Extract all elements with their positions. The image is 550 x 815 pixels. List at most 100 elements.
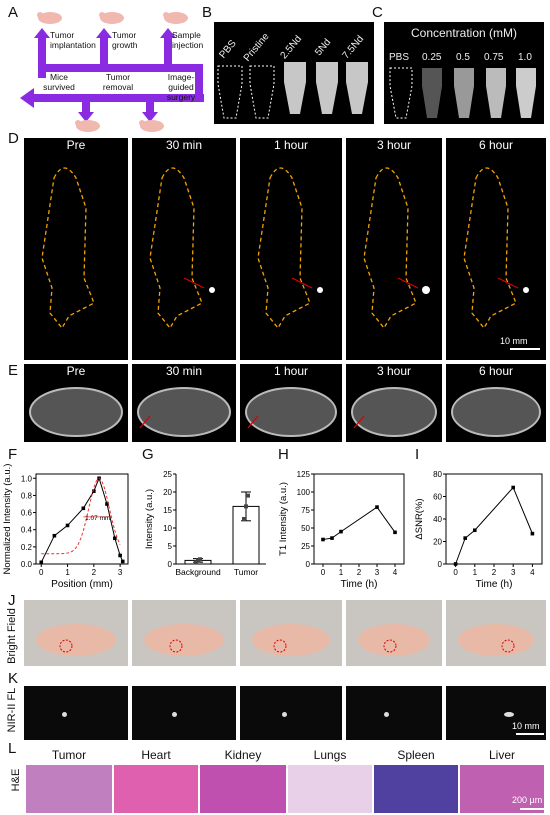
step-sample-injection: Sample injection	[172, 30, 204, 50]
y-axis-label: Normalized Intensity (a.u.)	[2, 464, 13, 575]
data-point	[463, 536, 467, 540]
body-section	[351, 387, 437, 437]
time-label: 6 hour	[478, 364, 514, 378]
y-tick-label: 0.4	[21, 526, 33, 535]
body-section	[137, 387, 231, 437]
organ-label: Kidney	[224, 748, 262, 762]
conc-label: 0.5	[456, 52, 470, 63]
data-point	[198, 557, 202, 562]
step-mice-survived: Mice survived	[43, 72, 75, 92]
scale-bar-d	[510, 348, 540, 350]
panel-label-f: F	[8, 446, 18, 463]
x-tick-label: 3	[375, 568, 380, 577]
panel-label-b: B	[202, 4, 213, 21]
body-section	[451, 387, 541, 437]
x-tick-label: 1	[473, 568, 478, 577]
panel-label-h: H	[278, 446, 289, 463]
x-tick-label: 2	[357, 568, 362, 577]
time-label: 6 hour	[478, 138, 514, 152]
category-label: Tumor	[234, 567, 258, 577]
arrow-icon	[497, 277, 519, 289]
mouse-body	[458, 624, 534, 656]
chart-h: 0 25 50 75 100 125 0 1 2 3 4 Time (h) T1 Intensity (…	[278, 470, 405, 590]
signal-spot	[282, 712, 287, 717]
y-tick-label: 10	[163, 524, 172, 533]
plot-frame	[35, 473, 129, 565]
nir-image-5: 6 hour	[446, 138, 546, 360]
y-tick-label: 40	[433, 515, 442, 524]
y-tick-label: 125	[297, 470, 311, 479]
organ-label: Heart	[141, 748, 171, 762]
y-tick-label: 0.2	[21, 543, 33, 552]
data-point	[511, 485, 515, 490]
he-tile	[374, 765, 458, 813]
nir-fl-image-5	[446, 686, 546, 740]
mouse-body	[36, 624, 116, 656]
bright-field-image-4	[346, 600, 442, 666]
concentration-title: Concentration (mM)	[410, 26, 518, 40]
data-point	[52, 533, 57, 538]
time-label: 1 hour	[273, 364, 309, 378]
data-point	[92, 489, 96, 493]
step-tumor-growth: Tumor growth	[112, 30, 138, 50]
y-tick-label: 75	[301, 506, 310, 515]
series-line	[40, 476, 124, 563]
he-tile	[288, 765, 372, 813]
panel-label-e: E	[8, 362, 19, 379]
he-tile	[26, 765, 112, 813]
arrow-icon	[353, 415, 365, 429]
time-label: 30 min	[165, 138, 203, 152]
y-axis-label: T1 Intensity (a.u.)	[278, 482, 289, 556]
signal-spot	[209, 287, 215, 293]
nir-image-2: 30 min	[132, 138, 236, 360]
data-point	[473, 528, 477, 533]
fit-curve	[41, 477, 121, 555]
x-axis-label: Time (h)	[476, 579, 513, 590]
series-line	[322, 506, 396, 541]
x-tick-label: 4	[393, 568, 398, 577]
data-point	[330, 536, 334, 540]
tumor-circle	[383, 639, 397, 653]
x-tick-label: 2	[492, 568, 497, 577]
x-tick-label: 0	[39, 568, 44, 577]
data-point	[105, 502, 109, 506]
x-axis-label: Position (mm)	[51, 579, 113, 590]
chart-g: 0 5 10 15 20 25 Intensity (a.u.) Background Tumo…	[144, 470, 266, 577]
conc-label: 0.25	[422, 52, 442, 63]
signal-spot	[172, 712, 177, 717]
mri-image-3: 1 hour	[240, 364, 342, 442]
time-label: 30 min	[165, 364, 203, 378]
organ-label: Liver	[488, 748, 515, 762]
fwhm-label: 1.07 mm	[85, 515, 110, 522]
signal-spot	[504, 712, 514, 717]
row-label-bright-field: Bright Field	[6, 608, 18, 664]
y-axis-label: Intensity (a.u.)	[144, 489, 155, 549]
panel-b-image: PBS Pristine 2.5Nd 5Nd 7.5Nd	[214, 22, 374, 124]
mouse-icon	[37, 12, 62, 24]
x-tick-label: 0	[453, 568, 458, 577]
conc-label: PBS	[389, 52, 410, 63]
nir-image-4: 3 hour	[346, 138, 442, 360]
x-axis-label: Time (h)	[341, 579, 378, 590]
time-label: 3 hour	[376, 364, 412, 378]
arrow-icon	[291, 277, 313, 289]
scale-bar-k	[516, 733, 544, 735]
mouse-icon	[163, 12, 188, 24]
y-tick-label: 0	[306, 560, 311, 569]
mri-image-2: 30 min	[132, 364, 236, 442]
y-tick-label: 20	[163, 488, 172, 497]
he-tile	[114, 765, 198, 813]
y-tick-label: 5	[168, 542, 173, 551]
tumor-circle	[501, 639, 515, 653]
arrow-icon	[139, 415, 151, 429]
tumor-circle	[273, 639, 287, 653]
step-image-guided-surgery: Image-guided surgery	[166, 72, 196, 102]
panel-label-j: J	[8, 592, 16, 609]
y-tick-label: 1.0	[21, 474, 33, 483]
x-tick-label: 4	[530, 568, 535, 577]
data-point	[453, 562, 458, 566]
mouse-body	[252, 624, 330, 656]
tumor-circle	[59, 639, 73, 653]
arrow-icon	[247, 415, 259, 429]
data-point	[118, 553, 122, 558]
